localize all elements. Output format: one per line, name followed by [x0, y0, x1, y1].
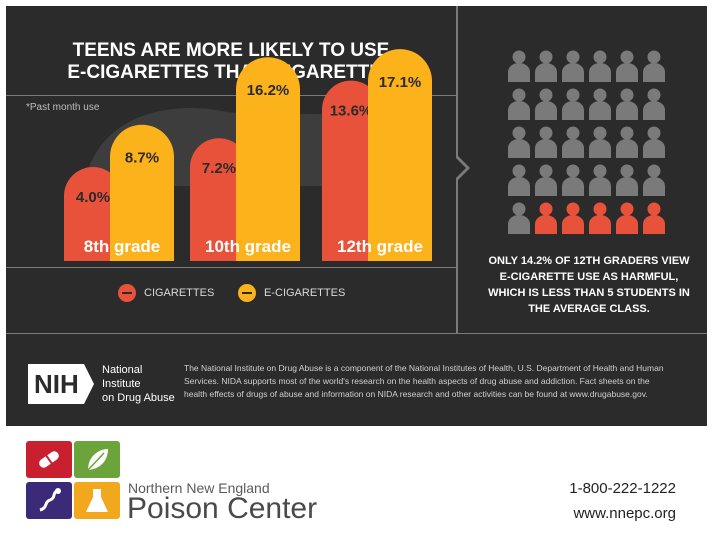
- person-icon: [589, 50, 611, 82]
- title-rule: [6, 95, 456, 96]
- person-icon: [643, 164, 665, 196]
- poison-center-region: Northern New England: [128, 480, 270, 496]
- poison-center-name: Poison Center: [127, 492, 318, 525]
- person-icon: [508, 164, 530, 196]
- person-icon: [508, 88, 530, 120]
- stat-text: ONLY 14.2% OF 12TH GRADERS VIEW E-CIGARE…: [488, 255, 690, 315]
- person-icon: [535, 202, 557, 234]
- person-icon: [643, 202, 665, 234]
- infographic: TEENS ARE MORE LIKELY TO USE E-CIGARETTE…: [6, 6, 707, 426]
- chart-baseline-rule: [6, 267, 456, 268]
- person-icon: [508, 202, 530, 234]
- person-icon: [535, 88, 557, 120]
- person-icon: [508, 50, 530, 82]
- legend-label-cigarettes: CIGARETTES: [144, 287, 215, 299]
- divider-arrow: [454, 154, 470, 182]
- person-icon: [643, 50, 665, 82]
- bar-ecigarettes: [368, 49, 432, 261]
- bar-value-label: 16.2%: [247, 82, 290, 99]
- nih-name: National Institute on Drug Abuse: [102, 364, 175, 404]
- bar-cigarettes: [322, 80, 380, 261]
- person-icon: [616, 202, 638, 234]
- person-icon: [589, 126, 611, 158]
- person-icon: [535, 164, 557, 196]
- leaf-icon: [74, 441, 120, 478]
- nida-note: The National Institute on Drug Abuse is …: [184, 363, 664, 399]
- people-grid: [508, 50, 665, 234]
- bar-value-label: 7.2%: [202, 160, 236, 177]
- bar-ecigarettes: [236, 57, 300, 261]
- person-icon: [616, 50, 638, 82]
- person-icon: [562, 50, 584, 82]
- person-icon: [535, 50, 557, 82]
- person-icon: [508, 126, 530, 158]
- bar-ecigarettes: [110, 124, 174, 261]
- person-icon: [643, 88, 665, 120]
- person-icon: [589, 202, 611, 234]
- person-icon: [562, 88, 584, 120]
- category-label: 8th grade: [84, 237, 161, 256]
- legend-label-ecigarettes: E-CIGARETTES: [264, 287, 346, 299]
- person-icon: [643, 126, 665, 158]
- bar-value-label: 17.1%: [379, 74, 422, 91]
- legend-ecigarettes: E-CIGARETTES: [238, 284, 345, 302]
- category-label: 10th grade: [205, 237, 291, 256]
- person-icon: [589, 88, 611, 120]
- legend-cigarettes: CIGARETTES: [118, 284, 214, 302]
- website-link[interactable]: www.nnepc.org: [573, 505, 676, 522]
- bar-value-label: 4.0%: [76, 189, 110, 206]
- bar-cigarettes: [64, 167, 122, 261]
- pill-icon: [26, 441, 72, 478]
- person-icon: [562, 164, 584, 196]
- person-icon: [589, 164, 611, 196]
- flask-icon: [74, 482, 120, 519]
- infographic-title: TEENS ARE MORE LIKELY TO USE E-CIGARETTE…: [67, 40, 395, 83]
- past-month-label: *Past month use: [26, 102, 100, 113]
- person-icon: [616, 164, 638, 196]
- bar-cigarettes: [190, 138, 248, 261]
- ecigarette-legend-icon: [238, 284, 256, 302]
- bar-value-label: 8.7%: [125, 150, 159, 167]
- person-icon: [562, 126, 584, 158]
- bar-chart: 4.0% 8.7% 8th grade 7.2% 16.2% 10th grade 13.6…: [64, 49, 432, 261]
- person-icon: [616, 88, 638, 120]
- person-icon: [562, 202, 584, 234]
- nih-logo-mark: NIH: [28, 364, 94, 404]
- cigarette-legend-icon: [118, 284, 136, 302]
- person-icon: [535, 126, 557, 158]
- phone-number: 1-800-222-1222: [569, 480, 676, 497]
- person-icon: [616, 126, 638, 158]
- bar-value-label: 13.6%: [330, 103, 373, 120]
- snake-icon: [26, 482, 72, 519]
- nih-logo: NIH National Institute on Drug Abuse: [28, 363, 182, 405]
- category-label: 12th grade: [337, 237, 423, 256]
- footer-rule: [6, 333, 707, 334]
